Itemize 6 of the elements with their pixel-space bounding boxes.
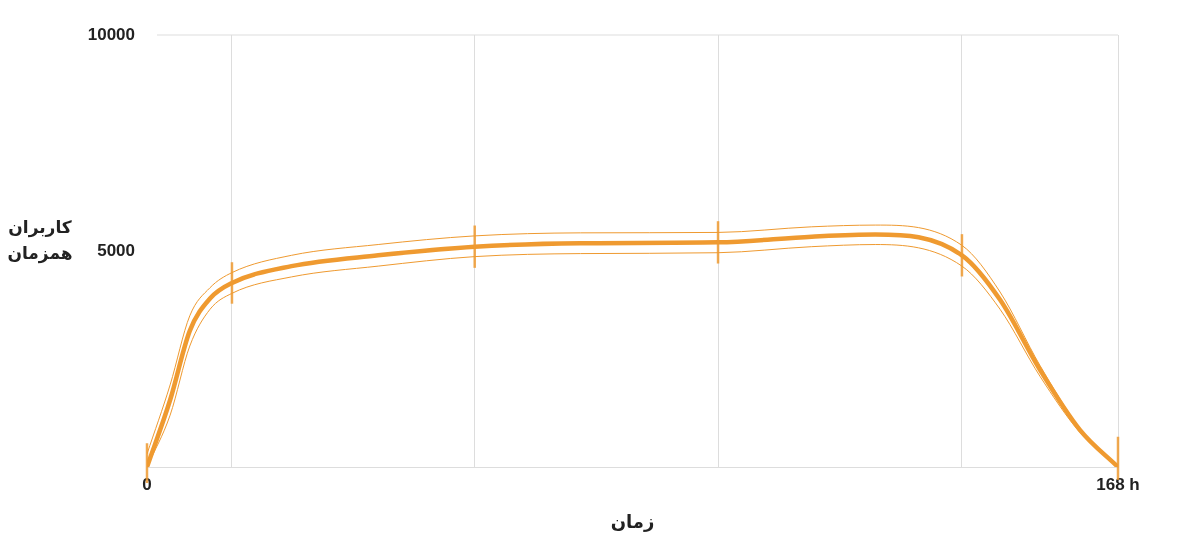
x-axis-title: زمان (610, 510, 655, 532)
y-axis-title: کاربران همزمان (6, 216, 74, 266)
y-tick-label: 5000 (97, 240, 135, 260)
x-tick-label: 168 h (1096, 474, 1140, 494)
y-tick-label: 10000 (87, 24, 135, 44)
x-tick-label: 0 (142, 474, 152, 494)
